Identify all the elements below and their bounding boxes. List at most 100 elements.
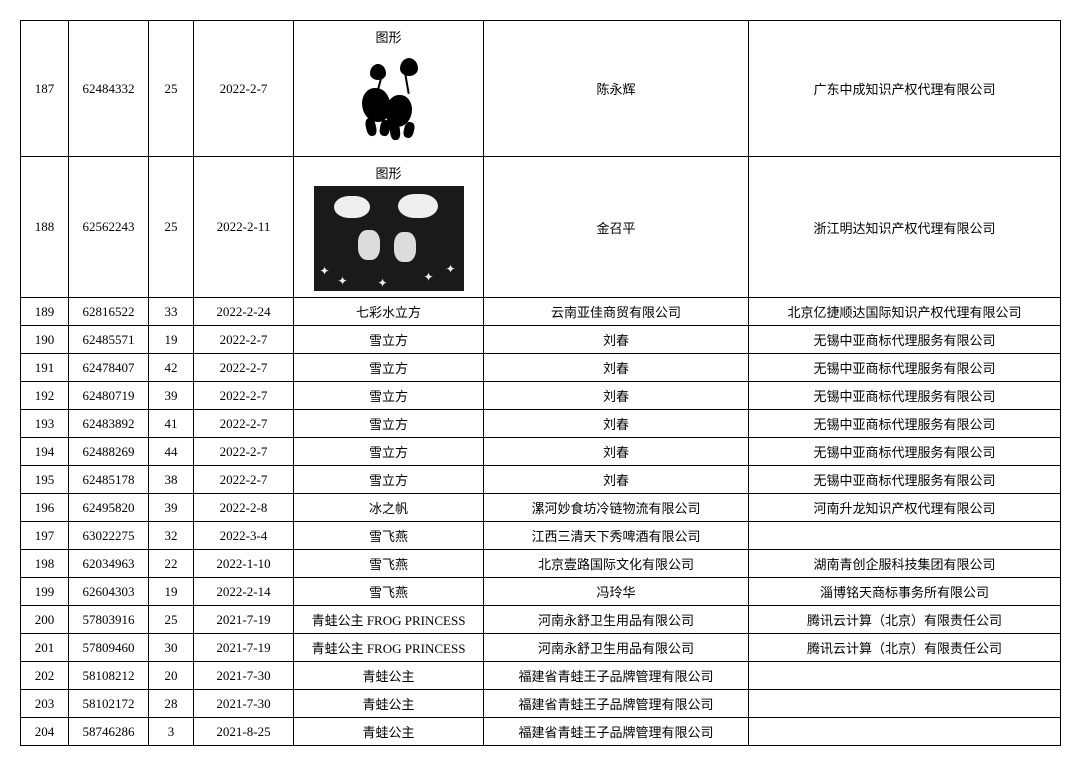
trademark-name: 雪飞燕 [294,578,484,606]
trademark-name: 雪立方 [294,354,484,382]
trademark-name: 青蛙公主 FROG PRINCESS [294,634,484,662]
registration-number: 62562243 [69,157,149,298]
applicant: 云南亚佳商贸有限公司 [484,298,749,326]
trademark-name: 冰之帆 [294,494,484,522]
class-number: 42 [149,354,194,382]
trademark-name: 雪飞燕 [294,522,484,550]
registration-number: 62495820 [69,494,149,522]
registration-number: 62483892 [69,410,149,438]
class-number: 19 [149,578,194,606]
trademark-name: 青蛙公主 [294,690,484,718]
applicant: 福建省青蛙王子品牌管理有限公司 [484,690,749,718]
agent: 北京亿捷顺达国际知识产权代理有限公司 [749,298,1061,326]
registration-number: 58102172 [69,690,149,718]
registration-number: 57803916 [69,606,149,634]
agent: 无锡中亚商标代理服务有限公司 [749,382,1061,410]
registration-number: 63022275 [69,522,149,550]
filing-date: 2022-2-7 [194,354,294,382]
mark-image-caption: 图形 [300,163,477,182]
table-row: 19662495820392022-2-8冰之帆漯河妙食坊冷链物流有限公司河南升… [21,494,1061,522]
table-row: 19462488269442022-2-7雪立方刘春无锡中亚商标代理服务有限公司 [21,438,1061,466]
row-index: 195 [21,466,69,494]
applicant: 冯玲华 [484,578,749,606]
class-number: 25 [149,606,194,634]
class-number: 22 [149,550,194,578]
class-number: 33 [149,298,194,326]
filing-date: 2022-1-10 [194,550,294,578]
class-number: 44 [149,438,194,466]
agent: 广东中成知识产权代理有限公司 [749,21,1061,157]
class-number: 30 [149,634,194,662]
filing-date: 2022-2-7 [194,438,294,466]
row-index: 188 [21,157,69,298]
table-row: 19062485571192022-2-7雪立方刘春无锡中亚商标代理服务有限公司 [21,326,1061,354]
filing-date: 2022-2-7 [194,410,294,438]
table-row: 19262480719392022-2-7雪立方刘春无锡中亚商标代理服务有限公司 [21,382,1061,410]
applicant: 刘春 [484,438,749,466]
row-index: 190 [21,326,69,354]
registration-number: 62485571 [69,326,149,354]
class-number: 39 [149,382,194,410]
registration-number: 62484332 [69,21,149,157]
table-row: 18862562243252022-2-11图形✦✦✦✦✦金召平浙江明达知识产权… [21,157,1061,298]
agent [749,690,1061,718]
filing-date: 2022-2-7 [194,382,294,410]
row-index: 201 [21,634,69,662]
trademark-name: 青蛙公主 FROG PRINCESS [294,606,484,634]
applicant: 金召平 [484,157,749,298]
filing-date: 2022-3-4 [194,522,294,550]
filing-date: 2022-2-7 [194,466,294,494]
registration-number: 62604303 [69,578,149,606]
registration-number: 58108212 [69,662,149,690]
filing-date: 2022-2-7 [194,326,294,354]
trademark-name: 雪立方 [294,466,484,494]
row-index: 194 [21,438,69,466]
applicant: 陈永辉 [484,21,749,157]
agent [749,662,1061,690]
class-number: 28 [149,690,194,718]
agent: 无锡中亚商标代理服务有限公司 [749,326,1061,354]
filing-date: 2021-7-19 [194,606,294,634]
table-row: 19362483892412022-2-7雪立方刘春无锡中亚商标代理服务有限公司 [21,410,1061,438]
registration-number: 62480719 [69,382,149,410]
trademark-name: 图形 ✦✦✦✦✦ [294,157,484,298]
table-row: 19962604303192022-2-14雪飞燕冯玲华淄博铭天商标事务所有限公… [21,578,1061,606]
row-index: 191 [21,354,69,382]
registration-number: 62488269 [69,438,149,466]
row-index: 198 [21,550,69,578]
table-row: 2045874628632021-8-25青蛙公主福建省青蛙王子品牌管理有限公司 [21,718,1061,746]
table-row: 19562485178382022-2-7雪立方刘春无锡中亚商标代理服务有限公司 [21,466,1061,494]
applicant: 河南永舒卫生用品有限公司 [484,634,749,662]
trademark-name: 青蛙公主 [294,662,484,690]
row-index: 204 [21,718,69,746]
agent: 河南升龙知识产权代理有限公司 [749,494,1061,522]
filing-date: 2021-8-25 [194,718,294,746]
class-number: 25 [149,21,194,157]
filing-date: 2021-7-30 [194,662,294,690]
class-number: 25 [149,157,194,298]
filing-date: 2021-7-30 [194,690,294,718]
applicant: 刘春 [484,466,749,494]
filing-date: 2021-7-19 [194,634,294,662]
mark-image: ✦✦✦✦✦ [314,186,464,291]
table-row: 19162478407422022-2-7雪立方刘春无锡中亚商标代理服务有限公司 [21,354,1061,382]
trademark-name: 雪立方 [294,326,484,354]
agent: 湖南青创企服科技集团有限公司 [749,550,1061,578]
trademark-name: 雪立方 [294,438,484,466]
row-index: 200 [21,606,69,634]
table-row: 19862034963222022-1-10雪飞燕北京壹路国际文化有限公司湖南青… [21,550,1061,578]
row-index: 202 [21,662,69,690]
agent [749,522,1061,550]
filing-date: 2022-2-8 [194,494,294,522]
row-index: 193 [21,410,69,438]
row-index: 203 [21,690,69,718]
registration-number: 62485178 [69,466,149,494]
row-index: 196 [21,494,69,522]
class-number: 20 [149,662,194,690]
agent: 淄博铭天商标事务所有限公司 [749,578,1061,606]
row-index: 199 [21,578,69,606]
applicant: 江西三清天下秀啤酒有限公司 [484,522,749,550]
trademark-name: 七彩水立方 [294,298,484,326]
agent: 浙江明达知识产权代理有限公司 [749,157,1061,298]
registration-number: 58746286 [69,718,149,746]
